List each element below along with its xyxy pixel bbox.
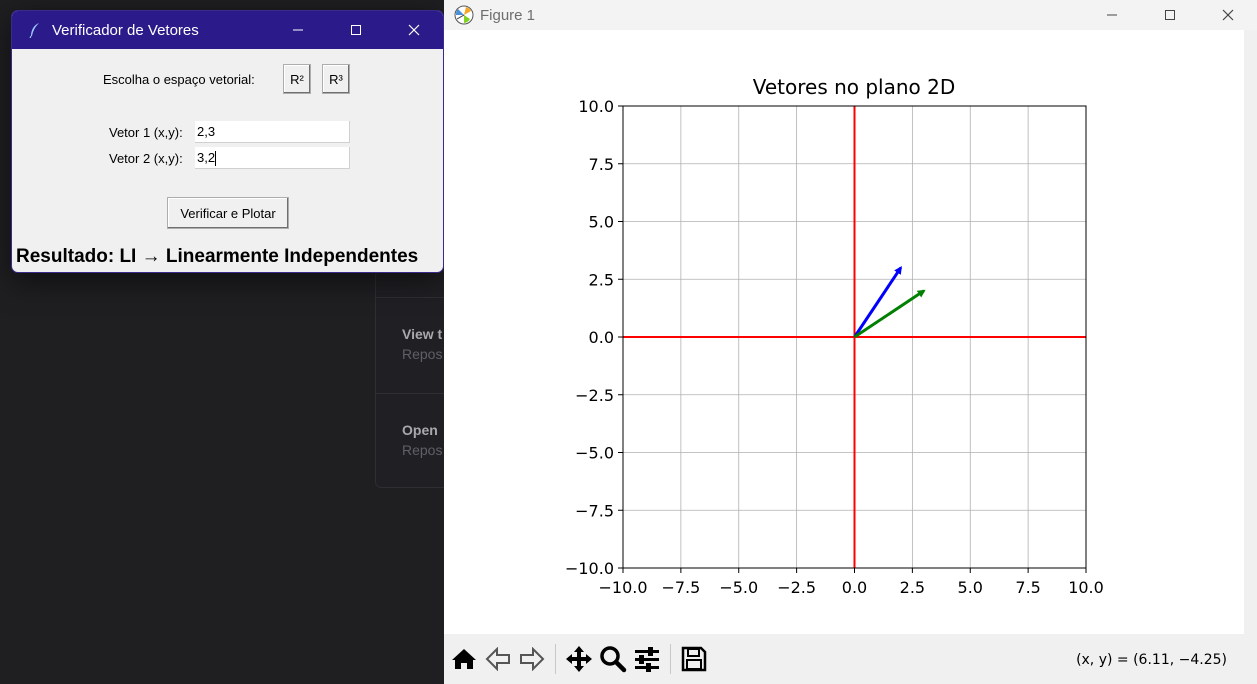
- x-tick-label: −7.5: [661, 578, 700, 597]
- maximize-icon: [351, 25, 361, 35]
- close-button[interactable]: [385, 11, 443, 49]
- pan-icon: [566, 646, 592, 672]
- cursor-coordinates: (x, y) = (6.11, −4.25): [1076, 652, 1227, 668]
- vector2-value: 3,2: [197, 150, 216, 165]
- result-text: Resultado: LI → Linearmente Independente…: [16, 246, 419, 267]
- configure-icon: [635, 647, 659, 672]
- chart-title: Vetores no plano 2D: [753, 75, 956, 99]
- window-title: Verificador de Vetores: [52, 21, 199, 39]
- figure-window: Figure 1 −10.0 10.0 −7.5 7.5 −5.0 5.0 −2.5 2.5: [444, 0, 1257, 684]
- figure-toolbar: (x, y) = (6.11, −4.25): [444, 634, 1257, 684]
- y-tick-label: −2.5: [575, 386, 614, 405]
- y-tick-label: 2.5: [589, 270, 614, 289]
- toolbar-separator: [555, 644, 556, 674]
- x-tick-label: −10.0: [598, 578, 647, 597]
- close-icon: [408, 24, 420, 36]
- zoom-icon: [600, 646, 627, 673]
- divider: [376, 393, 464, 394]
- figure-title-bar[interactable]: Figure 1: [444, 0, 1257, 30]
- maximize-button[interactable]: [327, 11, 385, 49]
- home-icon: [452, 649, 476, 669]
- plot-frame: [622, 105, 1087, 569]
- vector-1-arrow: [853, 266, 903, 338]
- vector-2-arrow: [853, 289, 926, 339]
- title-bar[interactable]: Verificador de Vetores: [12, 11, 443, 49]
- back-button[interactable]: [481, 639, 515, 679]
- y-tick-label: 5.0: [589, 213, 614, 232]
- vector2-label: Vetor 2 (x,y):: [109, 151, 183, 166]
- y-tick-label: −7.5: [575, 501, 614, 520]
- matplotlib-logo-icon: [454, 5, 474, 25]
- save-icon: [681, 646, 707, 672]
- y-tick-label: −10.0: [565, 559, 614, 578]
- r2-button[interactable]: R²: [283, 64, 311, 94]
- home-button[interactable]: [447, 639, 481, 679]
- y-tick-label: 0.0: [589, 328, 614, 347]
- vector2-input[interactable]: 3,2: [195, 147, 350, 169]
- y-tick-label: 7.5: [589, 155, 614, 174]
- save-button[interactable]: [677, 639, 711, 679]
- list-item-title: Open: [402, 422, 438, 438]
- figure-title: Figure 1: [480, 6, 536, 24]
- window-body: Escolha o espaço vetorial: R² R³ Vetor 1…: [12, 49, 443, 272]
- divider: [376, 297, 464, 298]
- x-tick-label: 10.0: [1068, 578, 1104, 597]
- space-label: Escolha o espaço vetorial:: [103, 72, 255, 87]
- forward-button[interactable]: [515, 639, 549, 679]
- x-tick-label: −5.0: [719, 578, 758, 597]
- list-item-title: View t: [402, 326, 443, 342]
- list-item[interactable]: Open Repos: [402, 422, 442, 458]
- y-tick-label: 10.0: [578, 97, 614, 116]
- window-edge: [1244, 30, 1257, 634]
- y-tick-label: −5.0: [575, 444, 614, 463]
- back-icon: [485, 647, 510, 671]
- zoom-button[interactable]: [596, 639, 630, 679]
- forward-icon: [520, 647, 545, 671]
- configure-button[interactable]: [630, 639, 664, 679]
- vector1-input[interactable]: 2,3: [195, 121, 350, 143]
- minimize-icon: [293, 29, 303, 31]
- vector1-value: 2,3: [197, 124, 216, 139]
- minimize-button[interactable]: [1083, 0, 1141, 30]
- x-tick-label: 2.5: [900, 578, 925, 597]
- maximize-button[interactable]: [1141, 0, 1199, 30]
- close-button[interactable]: [1199, 0, 1257, 30]
- x-tick-label: −2.5: [777, 578, 816, 597]
- text-caret: [215, 151, 217, 167]
- vector1-label: Vetor 1 (x,y):: [109, 125, 183, 140]
- vector-checker-window: Verificador de Vetores Escolha o espaço …: [11, 10, 444, 273]
- tk-feather-icon: [29, 23, 39, 38]
- x-tick-label: 7.5: [1015, 578, 1040, 597]
- x-tick-label: 0.0: [842, 578, 867, 597]
- x-tick-label: 5.0: [958, 578, 983, 597]
- toolbar-separator: [670, 644, 671, 674]
- list-item-subtitle: Repos: [402, 442, 443, 458]
- pan-button[interactable]: [562, 639, 596, 679]
- close-icon: [1222, 9, 1234, 21]
- list-item[interactable]: View t Repos: [402, 326, 442, 362]
- maximize-icon: [1165, 10, 1175, 20]
- list-item-subtitle: Repos: [402, 346, 443, 362]
- r3-button[interactable]: R³: [322, 64, 350, 94]
- minimize-icon: [1107, 14, 1117, 16]
- verify-plot-button[interactable]: Verificar e Plotar: [167, 197, 289, 229]
- minimize-button[interactable]: [269, 11, 327, 49]
- plot-canvas[interactable]: −10.0 10.0 −7.5 7.5 −5.0 5.0 −2.5 2.5 0.0 0.0 2.5 −…: [444, 34, 1244, 634]
